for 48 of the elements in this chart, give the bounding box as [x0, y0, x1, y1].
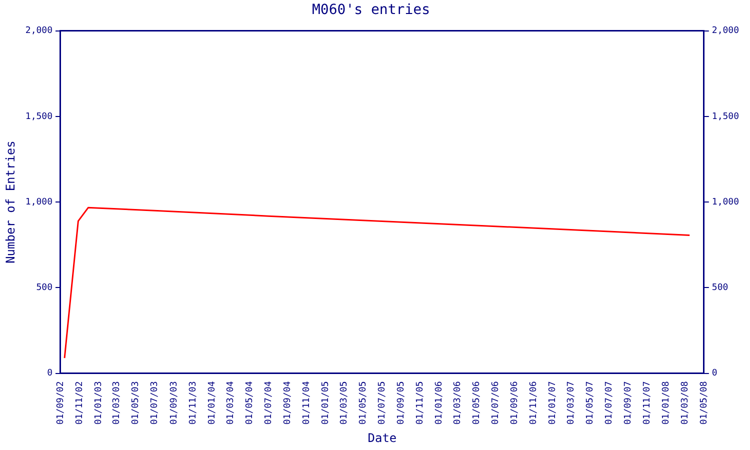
x-tick-label: 01/05/06: [472, 381, 482, 425]
y2-tick-label: 1,500: [712, 112, 739, 122]
x-tick-label: 01/03/04: [226, 381, 236, 425]
x-tick-label: 01/11/02: [74, 381, 85, 425]
x-tick-label: 01/07/04: [264, 381, 274, 425]
x-tick-label: 01/03/07: [566, 381, 576, 425]
x-tick-label: 01/07/05: [377, 381, 388, 425]
x-tick-label: 01/03/08: [680, 381, 690, 425]
y2-tick-label: 500: [712, 282, 728, 293]
x-tick-label: 01/05/08: [699, 381, 710, 425]
x-tick-label: 01/11/05: [416, 381, 426, 425]
x-tick-label: 01/11/03: [188, 381, 198, 425]
x-tick-label: 01/03/06: [452, 381, 463, 425]
x-tick-label: 01/09/07: [624, 381, 634, 425]
y2-tick-label: 2,000: [712, 26, 739, 36]
chart-title: M060's entries: [312, 2, 430, 18]
x-tick-label: 01/05/05: [358, 381, 368, 425]
y-tick-label: 0: [47, 368, 52, 379]
x-tick-label: 01/01/03: [94, 381, 104, 425]
y2-tick-label: 1,000: [712, 197, 739, 208]
x-tick-label: 01/07/06: [490, 381, 501, 425]
x-tick-label: 01/01/06: [434, 381, 445, 425]
x-tick-label: 01/09/02: [56, 381, 66, 425]
x-tick-label: 01/09/05: [396, 381, 407, 425]
x-tick-label: 01/01/04: [207, 381, 218, 425]
x-tick-label: 01/01/08: [662, 381, 672, 425]
x-tick-label: 01/01/05: [321, 381, 332, 425]
x-tick-label: 01/09/03: [169, 381, 180, 425]
x-tick-label: 01/11/06: [529, 381, 540, 425]
y-tick-label: 1,000: [25, 197, 52, 208]
x-tick-label: 01/03/03: [112, 381, 122, 425]
x-tick-label: 01/07/07: [604, 381, 614, 425]
x-tick-label: 01/11/07: [642, 381, 653, 425]
x-tick-label: 01/11/04: [302, 381, 312, 425]
y-tick-label: 2,000: [25, 26, 52, 36]
x-axis-title: Date: [368, 430, 397, 445]
x-tick-label: 01/09/06: [510, 381, 520, 425]
x-tick-label: 01/07/03: [150, 381, 160, 425]
x-tick-label: 01/05/07: [585, 381, 596, 425]
x-tick-label: 01/01/07: [548, 381, 558, 425]
x-tick-label: 01/05/03: [131, 381, 142, 425]
y-tick-label: 1,500: [25, 112, 52, 122]
x-tick-label: 01/09/04: [283, 381, 294, 425]
y-tick-label: 500: [36, 282, 52, 293]
x-tick-label: 01/03/05: [339, 381, 350, 425]
y-axis-title: Number of Entries: [3, 140, 18, 264]
y2-tick-label: 0: [712, 368, 718, 379]
x-tick-label: 01/05/04: [244, 381, 255, 425]
